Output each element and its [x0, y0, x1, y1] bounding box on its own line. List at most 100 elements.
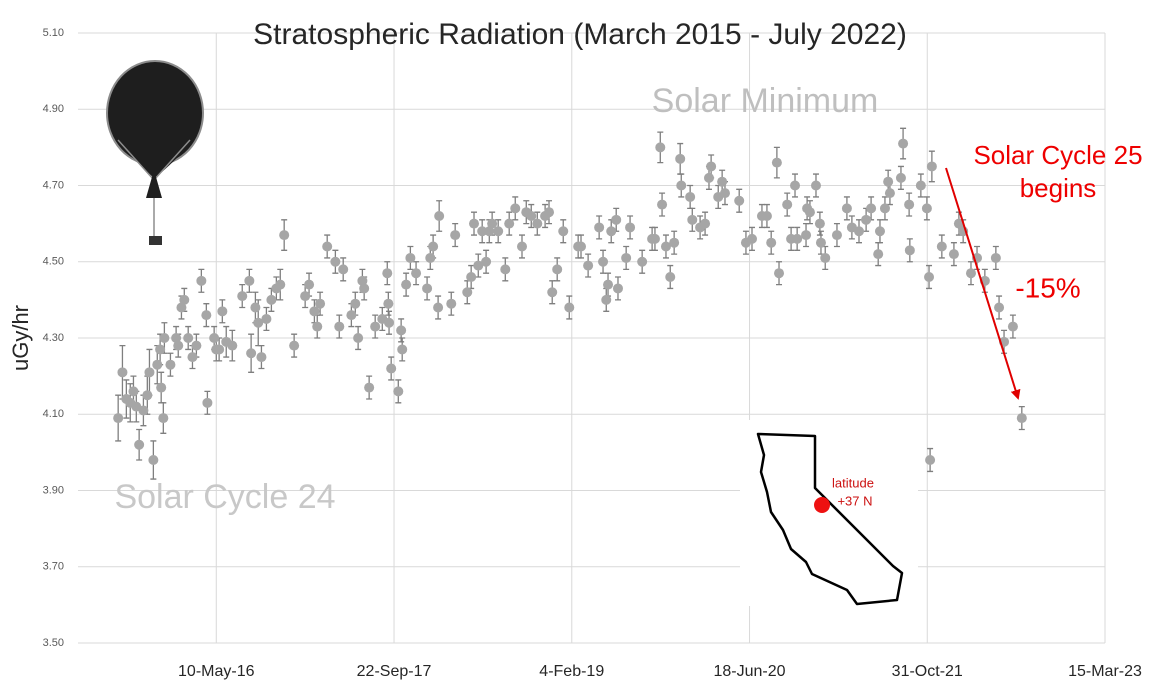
data-point: [148, 455, 159, 465]
data-point: [275, 279, 286, 290]
data-point: [357, 275, 368, 286]
data-point: [921, 203, 932, 214]
data-point: [598, 256, 609, 267]
data-point: [353, 333, 364, 343]
data-point: [685, 191, 696, 202]
annotation: -15%: [1015, 272, 1080, 303]
data-point: [158, 413, 169, 424]
y-axis-label: uGy/hr: [8, 305, 33, 371]
data-point: [810, 180, 821, 191]
data-point: [766, 237, 777, 248]
annotation: Solar Cycle 24: [114, 478, 335, 516]
data-point: [156, 382, 167, 393]
data-point: [397, 344, 408, 355]
data-point: [831, 230, 842, 241]
data-point: [493, 226, 504, 237]
data-point: [466, 272, 477, 282]
data-point: [350, 298, 361, 309]
data-point: [138, 405, 149, 416]
data-point: [601, 294, 612, 305]
map-label: latitude: [832, 475, 874, 490]
data-point: [196, 275, 207, 286]
data-point: [883, 176, 894, 187]
data-point: [706, 161, 717, 172]
data-point: [552, 264, 563, 275]
data-point: [469, 218, 480, 229]
data-point: [217, 306, 228, 317]
data-point: [606, 226, 617, 237]
data-point: [687, 214, 698, 225]
annotation: Solar Cycle 25: [973, 140, 1142, 170]
data-point: [253, 317, 264, 328]
data-point: [990, 252, 1001, 263]
annotation: Solar Minimum: [652, 82, 879, 120]
data-point: [814, 218, 825, 229]
data-point: [510, 203, 521, 214]
data-point: [965, 268, 976, 279]
data-point: [583, 260, 594, 271]
data-point: [621, 252, 632, 263]
data-point: [719, 188, 730, 199]
data-point: [312, 321, 323, 332]
data-point: [289, 340, 300, 351]
x-tick-label: 18-Jun-20: [713, 663, 785, 680]
data-point: [637, 256, 648, 267]
data-point: [159, 333, 170, 343]
data-point: [660, 241, 671, 252]
data-point: [594, 222, 605, 233]
data-point: [401, 279, 412, 290]
data-point: [564, 302, 575, 313]
data-point: [304, 279, 315, 290]
data-point: [173, 340, 184, 351]
data-point: [411, 268, 422, 279]
data-point: [244, 275, 255, 286]
x-tick-label: 22-Sep-17: [357, 663, 432, 680]
y-tick-label: 3.70: [43, 561, 64, 573]
data-point: [209, 333, 220, 343]
data-point: [655, 142, 666, 153]
data-point: [801, 230, 812, 241]
data-point: [405, 252, 416, 263]
data-point: [665, 272, 676, 282]
data-point: [804, 207, 815, 218]
data-point: [396, 325, 407, 336]
data-point: [500, 264, 511, 275]
x-tick-label: 15-Mar-23: [1068, 663, 1142, 680]
data-point: [504, 218, 515, 229]
data-point: [576, 241, 587, 252]
data-point: [370, 321, 381, 332]
data-point: [346, 310, 357, 321]
data-point: [179, 294, 190, 305]
data-point: [734, 195, 745, 206]
data-point: [676, 180, 687, 191]
data-point: [309, 306, 320, 317]
data-point: [237, 291, 248, 302]
data-point: [841, 203, 852, 214]
data-point: [246, 348, 257, 359]
data-point: [171, 333, 182, 343]
data-point: [477, 226, 488, 237]
data-point: [866, 203, 877, 214]
data-point: [279, 230, 290, 241]
data-point: [330, 256, 341, 267]
data-point: [473, 260, 484, 271]
data-point: [558, 226, 569, 237]
data-point: [191, 340, 202, 351]
data-point: [117, 367, 128, 378]
data-point: [815, 237, 826, 248]
y-tick-label: 5.10: [43, 27, 64, 39]
data-point: [532, 218, 543, 229]
data-point: [895, 172, 906, 183]
data-point: [338, 264, 349, 275]
data-point: [334, 321, 345, 332]
data-point: [202, 397, 213, 408]
y-tick-label: 4.50: [43, 256, 64, 268]
chart-title: Stratospheric Radiation (March 2015 - Ju…: [253, 18, 907, 51]
data-point: [261, 313, 272, 324]
data-point: [364, 382, 375, 393]
data-point: [649, 233, 660, 244]
plot-area: [113, 127, 1027, 480]
data-point: [322, 241, 333, 252]
data-point: [1007, 321, 1018, 332]
data-point: [761, 211, 772, 221]
